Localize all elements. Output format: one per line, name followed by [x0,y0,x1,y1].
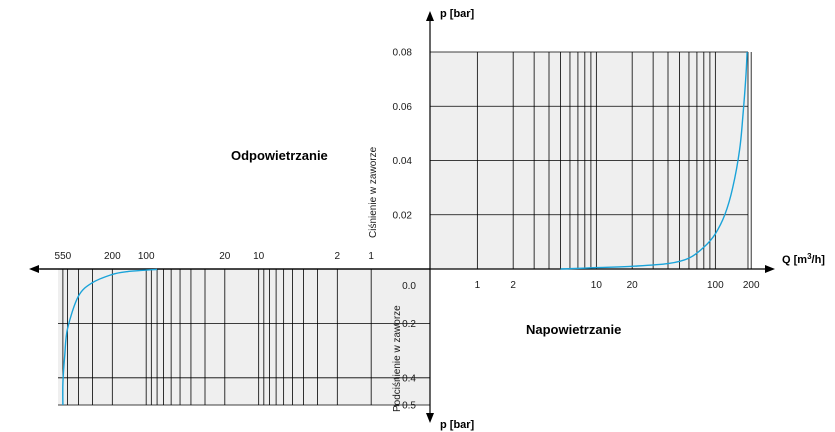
lower-x-tick-label: 100 [138,251,155,262]
lower-x-tick-label: 20 [219,251,231,262]
lower-y-tick-label: – 0.4 [394,373,417,384]
region-label-napowietrzanie: Napowietrzanie [526,322,621,337]
lower-plot-area [58,269,430,405]
upper-side-label: Ciśnienie w zaworze [368,146,379,238]
lower-y-tick-label: – 0.5 [394,401,417,412]
lower-x-tick-label: 550 [55,251,72,262]
lower-x-tick-labels: 1 2 10 20 100 200 550 [55,251,375,262]
lower-y-axis-title: p [bar] [440,419,475,431]
upper-y-tick-label: 0.06 [393,102,413,113]
upper-x-tick-label: 200 [743,280,760,291]
lower-grid [58,269,430,406]
lower-x-tick-label: 2 [335,251,341,262]
upper-y-tick-label: 0.02 [393,210,413,221]
lower-y-tick-label: – 0.2 [394,319,417,330]
lower-x-tick-label: 200 [104,251,121,262]
upper-x-tick-label: 20 [627,280,639,291]
lower-x-tick-label: 10 [253,251,265,262]
upper-x-tick-label: 10 [591,280,603,291]
upper-y-tick-label: 0.04 [393,156,413,167]
x-axis-title: Q [m3/h] [782,252,825,266]
upper-series-line [560,51,748,270]
region-label-odpowietrzanie: Odpowietrzanie [231,148,328,163]
lower-y-tick-label: 0.0 [402,281,416,292]
upper-y-axis-title: p [bar] [440,8,475,20]
upper-x-tick-label: 2 [510,280,516,291]
upper-x-tick-labels: 1 2 10 20 100 200 [475,280,760,291]
lower-x-tick-label: 1 [368,251,374,262]
upper-y-tick-label: 0.08 [393,48,413,59]
lower-side-label: Podciśnienie w zaworze [392,305,403,412]
lower-series-line [62,268,158,406]
upper-y-tick-labels: 0.02 0.04 0.06 0.08 [393,48,413,222]
upper-x-tick-label: 1 [475,280,481,291]
upper-x-tick-label: 100 [707,280,724,291]
lower-y-tick-labels: 0.0 – 0.2 – 0.4 – 0.5 [394,281,417,412]
